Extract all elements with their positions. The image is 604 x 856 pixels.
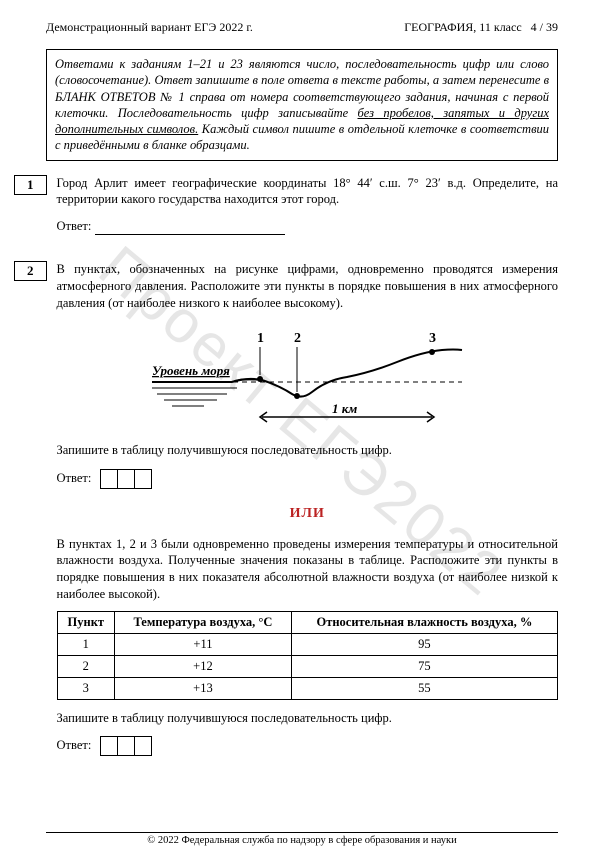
footer: © 2022 Федеральная служба по надзору в с… — [46, 832, 558, 846]
humidity-table: Пункт Температура воздуха, °C Относитель… — [57, 611, 559, 700]
table-row: 1 +11 95 — [57, 633, 558, 655]
table-header: Относительная влажность воздуха, % — [291, 612, 557, 634]
task-2-alt-text: В пунктах 1, 2 и 3 были одновременно про… — [57, 536, 559, 604]
answer-boxes[interactable] — [100, 469, 152, 489]
header-left: Демонстрационный вариант ЕГЭ 2022 г. — [46, 20, 253, 35]
table-row: 3 +13 55 — [57, 677, 558, 699]
svg-text:2: 2 — [294, 331, 301, 346]
elevation-diagram: Уровень моря 1 2 3 1 км — [142, 322, 472, 432]
task-2-answer-2: Ответ: — [57, 736, 559, 756]
answer-blank[interactable] — [95, 234, 285, 235]
task-1-number: 1 — [14, 175, 47, 195]
task-1: 1 Город Арлит имеет географические коорд… — [46, 175, 558, 252]
or-separator: ИЛИ — [57, 505, 559, 524]
task-2-number: 2 — [14, 261, 47, 281]
svg-text:3: 3 — [429, 331, 436, 346]
table-header: Пункт — [57, 612, 115, 634]
task-2-body: В пунктах, обозначенных на рисунке цифра… — [57, 261, 559, 760]
task-1-answer: Ответ: — [57, 218, 559, 235]
task-2-seq-label-2: Запишите в таблицу получившуюся последов… — [57, 710, 559, 727]
table-header: Температура воздуха, °C — [115, 612, 292, 634]
sea-level-label: Уровень моря — [152, 363, 230, 378]
page-header: Демонстрационный вариант ЕГЭ 2022 г. ГЕО… — [46, 20, 558, 35]
header-right: ГЕОГРАФИЯ, 11 класс 4 / 39 — [404, 20, 558, 35]
answer-boxes[interactable] — [100, 736, 152, 756]
task-2-answer: Ответ: — [57, 469, 559, 489]
task-2: 2 В пунктах, обозначенных на рисунке циф… — [46, 261, 558, 760]
table-row: 2 +12 75 — [57, 655, 558, 677]
task-2-seq-label: Запишите в таблицу получившуюся последов… — [57, 442, 559, 459]
task-1-body: Город Арлит имеет географические координ… — [57, 175, 559, 252]
svg-text:1: 1 — [257, 331, 264, 346]
svg-text:1 км: 1 км — [332, 401, 357, 416]
instructions-box: Ответами к заданиям 1–21 и 23 являются ч… — [46, 49, 558, 161]
